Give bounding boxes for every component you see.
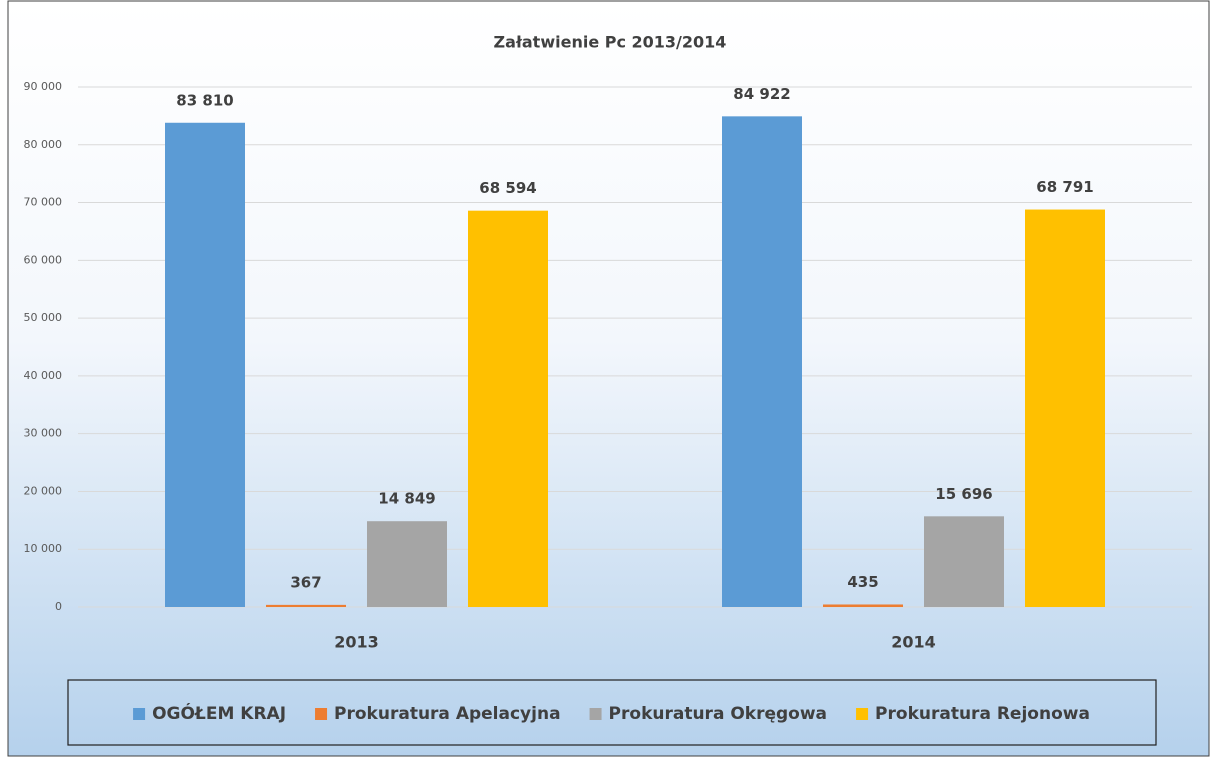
legend-label: OGÓŁEM KRAJ [152,702,286,724]
y-tick-label: 0 [55,600,62,613]
y-tick-label: 20 000 [24,484,63,497]
legend-swatch [856,708,869,720]
y-tick-label: 50 000 [24,311,63,324]
value-label: 435 [847,573,878,591]
x-tick-label: 2014 [891,633,936,652]
value-label: 83 810 [176,91,233,109]
value-label: 14 849 [378,490,435,508]
legend-box [67,679,1157,746]
bar [823,604,903,607]
value-label: 15 696 [935,485,992,503]
bar [367,521,447,607]
y-tick-label: 70 000 [24,196,63,209]
legend-label: Prokuratura Okręgowa [609,704,828,724]
legend-swatch [315,708,328,720]
bar [1025,209,1105,607]
value-label: 367 [290,573,321,591]
bar [165,122,245,608]
bar [722,116,802,608]
y-tick-label: 40 000 [24,369,63,382]
bar [266,604,346,607]
x-tick-label: 2013 [334,633,379,652]
legend-swatch [133,708,146,720]
y-tick-label: 60 000 [24,253,63,266]
legend-label: Prokuratura Apelacyjna [334,704,561,724]
legend-swatch [589,708,602,720]
bar [468,210,548,607]
y-tick-label: 10 000 [24,542,63,555]
y-tick-label: 80 000 [24,138,63,151]
bar [924,516,1004,607]
y-tick-label: 30 000 [24,427,63,440]
chart-title: Załatwienie Pc 2013/2014 [494,33,727,52]
value-label: 68 791 [1036,178,1093,196]
value-label: 84 922 [733,85,790,103]
value-label: 68 594 [479,179,536,197]
y-tick-label: 90 000 [24,80,63,93]
legend-label: Prokuratura Rejonowa [875,704,1090,724]
